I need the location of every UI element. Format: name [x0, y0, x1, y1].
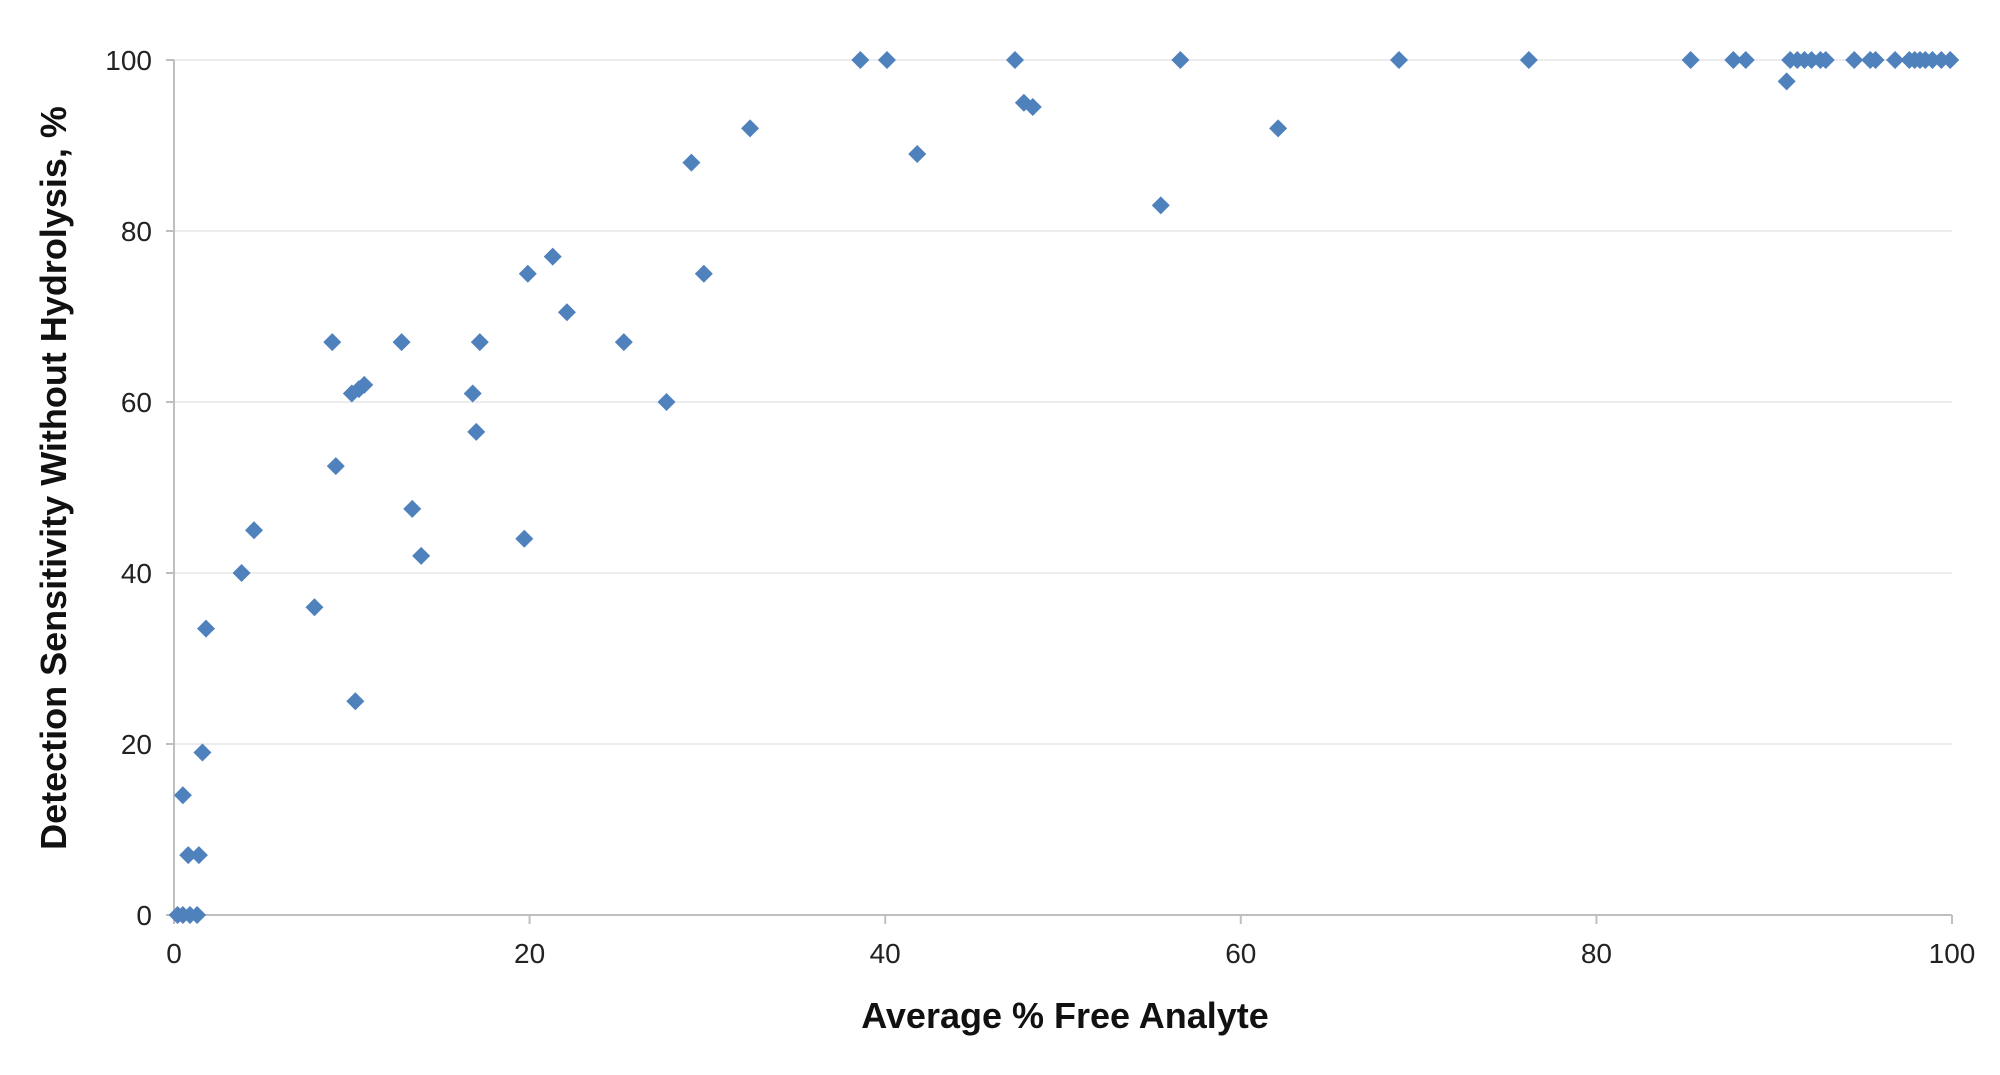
- data-point-0-37: [1014, 93, 1033, 112]
- data-point-0-28: [614, 333, 633, 352]
- y-tick-label-20: 20: [121, 729, 152, 760]
- x-tick-label-100: 100: [1929, 938, 1976, 969]
- data-point-0-34: [877, 51, 896, 69]
- data-point-0-53: [1816, 51, 1835, 69]
- y-axis-title: Detection Sensitivity Without Hydrolysis…: [33, 106, 74, 850]
- data-point-0-44: [1681, 51, 1700, 69]
- grid-layer: [174, 59, 1952, 745]
- y-tick-label-40: 40: [121, 558, 152, 589]
- data-point-0-54: [1845, 51, 1864, 69]
- data-point-0-12: [323, 333, 342, 352]
- y-tick-labels: 0 20 40 60 80 100: [105, 45, 152, 931]
- data-point-0-46: [1736, 51, 1755, 69]
- x-tick-label-20: 20: [514, 938, 545, 969]
- data-point-0-27: [557, 303, 576, 322]
- data-point-0-38: [1023, 98, 1042, 117]
- data-point-0-45: [1724, 51, 1743, 69]
- data-point-0-64: [1941, 51, 1960, 69]
- data-point-0-23: [470, 333, 489, 352]
- data-point-0-24: [515, 529, 534, 548]
- x-tick-labels: 0 20 40 60 80 100: [166, 938, 1975, 969]
- x-tick-label-80: 80: [1581, 938, 1612, 969]
- data-point-0-56: [1866, 51, 1885, 69]
- data-point-0-6: [189, 846, 208, 865]
- data-point-0-42: [1390, 51, 1409, 69]
- y-tick-label-80: 80: [121, 216, 152, 247]
- data-point-0-13: [326, 457, 345, 476]
- data-point-0-36: [1005, 51, 1024, 69]
- data-point-0-22: [467, 422, 486, 441]
- data-point-0-8: [197, 619, 216, 638]
- data-point-0-47: [1777, 72, 1796, 91]
- data-point-0-3: [188, 906, 207, 924]
- data-point-0-35: [908, 145, 927, 164]
- axis-layer: [166, 59, 1953, 924]
- data-point-0-26: [543, 247, 562, 266]
- data-point-0-30: [682, 153, 701, 172]
- data-point-0-20: [412, 546, 431, 565]
- data-point-0-41: [1269, 119, 1288, 138]
- data-point-0-4: [173, 786, 192, 805]
- data-point-0-19: [403, 499, 422, 518]
- data-point-0-11: [305, 598, 324, 617]
- x-tick-label-0: 0: [166, 938, 182, 969]
- x-tick-label-60: 60: [1225, 938, 1256, 969]
- data-point-0-18: [392, 333, 411, 352]
- data-point-0-9: [232, 564, 251, 582]
- data-points: [168, 51, 1960, 924]
- data-point-0-32: [741, 119, 760, 138]
- y-tick-label-60: 60: [121, 387, 152, 418]
- data-point-0-7: [193, 743, 212, 762]
- data-point-0-17: [355, 375, 374, 394]
- data-point-0-5: [179, 846, 198, 865]
- y-tick-label-100: 100: [105, 45, 152, 76]
- data-point-0-10: [245, 521, 264, 540]
- data-point-0-29: [657, 393, 676, 411]
- data-point-0-40: [1171, 51, 1190, 69]
- y-tick-label-0: 0: [136, 900, 152, 931]
- data-point-0-57: [1886, 51, 1905, 69]
- data-point-0-21: [463, 384, 482, 403]
- data-point-0-39: [1151, 196, 1170, 215]
- x-axis-title: Average % Free Analyte: [861, 995, 1269, 1036]
- data-point-0-31: [694, 264, 713, 283]
- data-point-0-43: [1519, 51, 1538, 69]
- x-tick-label-40: 40: [870, 938, 901, 969]
- data-point-0-15: [346, 692, 365, 711]
- data-point-0-33: [851, 51, 870, 69]
- data-point-0-25: [518, 264, 537, 283]
